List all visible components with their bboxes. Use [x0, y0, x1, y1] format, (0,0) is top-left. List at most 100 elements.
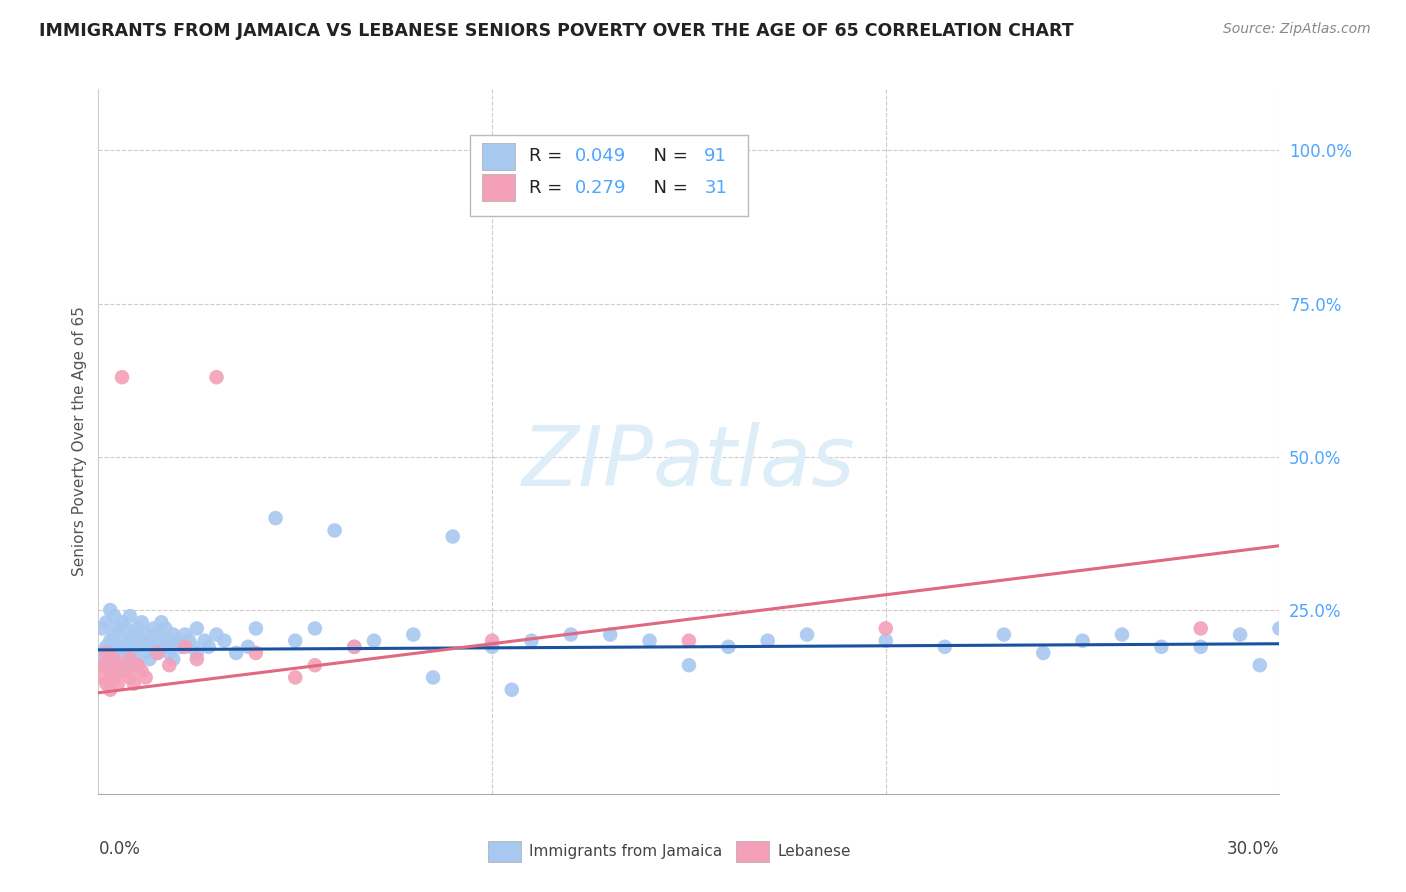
Point — [560, 627, 582, 641]
Point — [157, 633, 180, 648]
Point — [96, 658, 118, 673]
Point — [135, 627, 157, 641]
Point — [103, 665, 125, 679]
Text: 91: 91 — [704, 147, 727, 165]
Point — [118, 652, 141, 666]
Text: Lebanese: Lebanese — [778, 844, 851, 859]
Point — [186, 652, 208, 666]
Point — [1249, 658, 1271, 673]
FancyBboxPatch shape — [737, 841, 769, 863]
Point — [91, 670, 114, 684]
Point — [170, 640, 193, 654]
Point — [174, 627, 197, 641]
Point — [197, 640, 219, 654]
FancyBboxPatch shape — [471, 135, 748, 216]
Text: ZIPatlas: ZIPatlas — [522, 422, 856, 503]
Point — [131, 665, 153, 679]
Point — [875, 622, 897, 636]
Point — [107, 640, 129, 654]
Y-axis label: Seniors Poverty Over the Age of 65: Seniors Poverty Over the Age of 65 — [72, 307, 87, 576]
Point — [146, 646, 169, 660]
Text: IMMIGRANTS FROM JAMAICA VS LEBANESE SENIORS POVERTY OVER THE AGE OF 65 CORRELATI: IMMIGRANTS FROM JAMAICA VS LEBANESE SENI… — [39, 22, 1074, 40]
Text: Source: ZipAtlas.com: Source: ZipAtlas.com — [1223, 22, 1371, 37]
Point — [122, 652, 145, 666]
Point — [142, 622, 165, 636]
Point — [138, 633, 160, 648]
Point — [146, 627, 169, 641]
Point — [103, 627, 125, 641]
Point — [236, 640, 259, 654]
Point — [107, 676, 129, 690]
Point — [111, 633, 134, 648]
Point — [638, 633, 661, 648]
Point — [118, 609, 141, 624]
Point — [107, 622, 129, 636]
Point — [177, 633, 200, 648]
Point — [481, 640, 503, 654]
Point — [127, 622, 149, 636]
Text: 0.049: 0.049 — [575, 147, 626, 165]
Point — [214, 633, 236, 648]
Point — [174, 640, 197, 654]
Point — [103, 652, 125, 666]
Point — [115, 640, 138, 654]
Point — [98, 682, 121, 697]
Point — [304, 622, 326, 636]
Point — [127, 640, 149, 654]
Text: Immigrants from Jamaica: Immigrants from Jamaica — [530, 844, 723, 859]
Text: R =: R = — [530, 179, 568, 197]
Point — [993, 627, 1015, 641]
Point — [135, 646, 157, 660]
Point — [155, 622, 177, 636]
Point — [118, 670, 141, 684]
Point — [599, 627, 621, 641]
Point — [91, 658, 114, 673]
Text: 30.0%: 30.0% — [1227, 839, 1279, 858]
Point — [103, 670, 125, 684]
Point — [96, 646, 118, 660]
Point — [127, 658, 149, 673]
Text: 0.279: 0.279 — [575, 179, 626, 197]
Point — [118, 633, 141, 648]
FancyBboxPatch shape — [488, 841, 522, 863]
Point — [115, 622, 138, 636]
Point — [166, 633, 188, 648]
Point — [284, 633, 307, 648]
Point — [323, 524, 346, 538]
Point — [150, 633, 173, 648]
Point — [481, 633, 503, 648]
Point — [107, 658, 129, 673]
Point — [157, 646, 180, 660]
Point — [162, 627, 184, 641]
Point — [98, 603, 121, 617]
Point — [678, 633, 700, 648]
Point — [111, 615, 134, 630]
Point — [520, 633, 543, 648]
Point — [122, 627, 145, 641]
Text: 31: 31 — [704, 179, 727, 197]
Point — [875, 633, 897, 648]
Point — [1150, 640, 1173, 654]
Point — [245, 622, 267, 636]
Point — [796, 627, 818, 641]
Point — [96, 615, 118, 630]
Text: N =: N = — [641, 179, 693, 197]
Point — [194, 633, 217, 648]
Point — [186, 622, 208, 636]
Point — [756, 633, 779, 648]
Point — [150, 615, 173, 630]
Point — [1111, 627, 1133, 641]
Point — [142, 640, 165, 654]
FancyBboxPatch shape — [482, 143, 516, 169]
Point — [181, 640, 204, 654]
Point — [131, 615, 153, 630]
Point — [363, 633, 385, 648]
Point — [264, 511, 287, 525]
Point — [103, 646, 125, 660]
Point — [111, 652, 134, 666]
Text: R =: R = — [530, 147, 568, 165]
Point — [115, 665, 138, 679]
Point — [135, 670, 157, 684]
Point — [1071, 633, 1094, 648]
Point — [146, 646, 169, 660]
